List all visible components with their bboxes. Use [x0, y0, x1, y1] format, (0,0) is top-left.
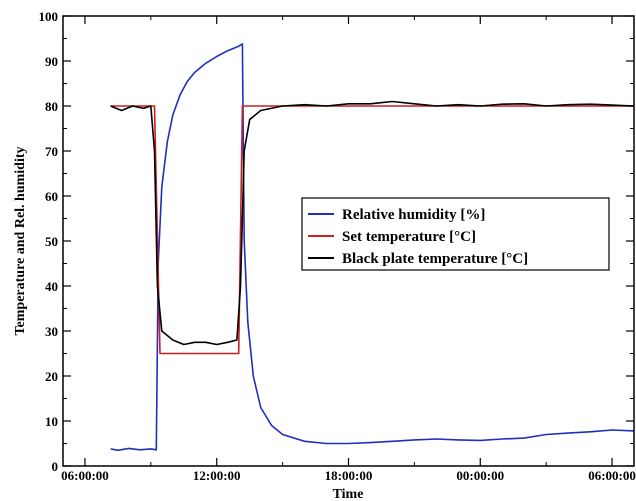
series-line-relative-humidity [110, 43, 635, 452]
y-tick-label: 10 [45, 414, 58, 429]
y-tick-label: 90 [45, 54, 58, 69]
y-tick-label: 60 [45, 189, 58, 204]
y-tick-label: 50 [45, 234, 58, 249]
y-tick-label: 40 [45, 279, 58, 294]
legend-box [301, 197, 610, 271]
legend-label-set-temperature-c: Set temperature [°C] [342, 229, 476, 245]
legend: Relative humidity [%] Set temperature [°C… [301, 197, 610, 271]
x-tick-label: 12:00:00 [193, 468, 241, 483]
legend-label-relative-humidity: Relative humidity [%] [342, 207, 485, 223]
series-line-set-temperature-c [110, 105, 634, 355]
y-axis-title: Temperature and Rel. humidity [13, 146, 28, 335]
y-axis-ticks: 0 10 20 30 40 50 60 70 80 90 100 [39, 9, 634, 474]
x-tick-label: 06:00:00 [61, 468, 109, 483]
y-tick-label: 70 [45, 144, 58, 159]
y-tick-label: 30 [45, 324, 58, 339]
y-tick-label: 100 [39, 9, 59, 24]
y-tick-label: 80 [45, 99, 58, 114]
legend-label-black-plate-temperature-c: Black plate temperature [°C] [342, 251, 528, 267]
y-tick-label: 20 [45, 369, 58, 384]
series-lines [110, 43, 635, 452]
series-line-black-plate-temperature-c [110, 100, 635, 346]
x-tick-label: 18:00:00 [325, 468, 373, 483]
x-axis-title: Time [333, 487, 364, 501]
x-tick-label: 06:00:00 [588, 468, 636, 483]
y-tick-label: 0 [52, 459, 59, 474]
x-axis-ticks: 06:00:00 12:00:00 18:00:00 00:00:00 06:00:00 [61, 16, 636, 483]
x-tick-label: 00:00:00 [456, 468, 504, 483]
